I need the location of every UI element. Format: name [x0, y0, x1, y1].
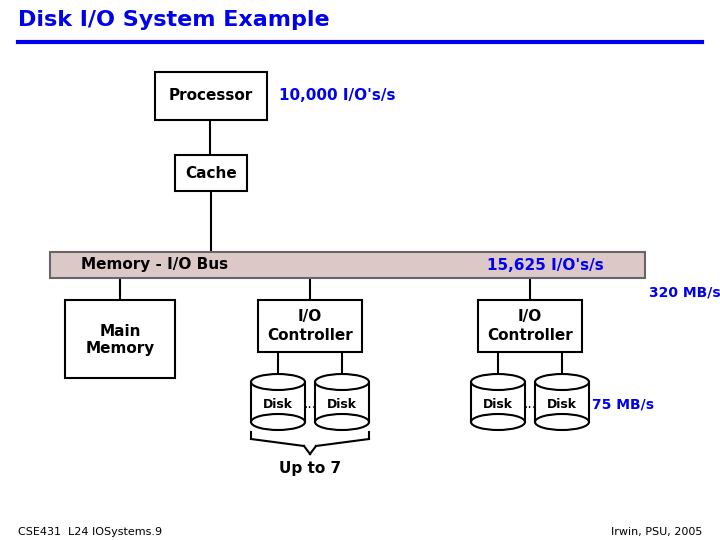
Text: Memory: Memory — [86, 341, 155, 356]
Text: I/O: I/O — [518, 309, 542, 325]
Text: 10,000 I/O's/s: 10,000 I/O's/s — [279, 89, 395, 104]
Text: Memory - I/O Bus: Memory - I/O Bus — [81, 258, 228, 273]
Bar — [471, 382, 525, 422]
FancyBboxPatch shape — [258, 300, 362, 352]
FancyBboxPatch shape — [50, 252, 645, 278]
Text: Controller: Controller — [267, 327, 353, 342]
Ellipse shape — [251, 374, 305, 390]
FancyBboxPatch shape — [478, 300, 582, 352]
Text: Up to 7: Up to 7 — [279, 461, 341, 476]
Text: Disk: Disk — [327, 397, 357, 410]
Text: Disk: Disk — [547, 397, 577, 410]
Ellipse shape — [471, 414, 525, 430]
Text: Controller: Controller — [487, 327, 573, 342]
Text: Disk I/O System Example: Disk I/O System Example — [18, 10, 330, 30]
Text: Cache: Cache — [185, 165, 237, 180]
Bar — [251, 382, 305, 422]
Ellipse shape — [315, 374, 369, 390]
Text: 15,625 I/O's/s: 15,625 I/O's/s — [487, 258, 603, 273]
FancyBboxPatch shape — [155, 72, 267, 120]
Text: Irwin, PSU, 2005: Irwin, PSU, 2005 — [611, 527, 702, 537]
Ellipse shape — [535, 374, 589, 390]
Ellipse shape — [471, 374, 525, 390]
FancyBboxPatch shape — [175, 155, 247, 191]
Text: 75 MB/s: 75 MB/s — [592, 397, 654, 411]
Bar — [535, 382, 589, 422]
Text: ...: ... — [303, 397, 317, 411]
Ellipse shape — [315, 414, 369, 430]
Text: Main: Main — [99, 323, 140, 339]
Text: ...: ... — [523, 397, 536, 411]
Text: CSE431  L24 IOSystems.9: CSE431 L24 IOSystems.9 — [18, 527, 162, 537]
Ellipse shape — [535, 414, 589, 430]
Text: 320 MB/s: 320 MB/s — [649, 285, 720, 299]
Text: Disk: Disk — [483, 397, 513, 410]
Text: I/O: I/O — [298, 309, 322, 325]
Bar — [315, 382, 369, 422]
Ellipse shape — [251, 414, 305, 430]
FancyBboxPatch shape — [65, 300, 175, 378]
Text: Processor: Processor — [169, 89, 253, 104]
Text: Disk: Disk — [263, 397, 293, 410]
